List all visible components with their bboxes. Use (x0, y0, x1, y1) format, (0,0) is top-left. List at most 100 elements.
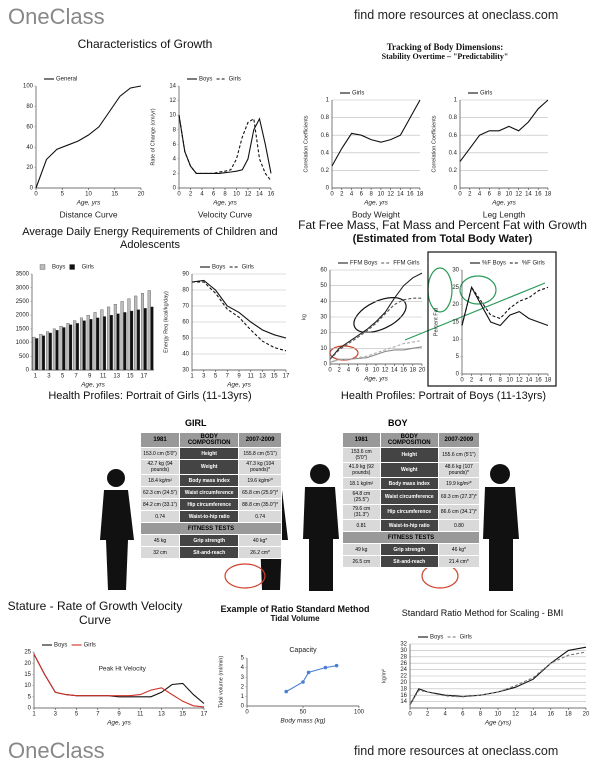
bar (100, 309, 104, 371)
bar (134, 295, 138, 371)
table-row: 62.3 cm (24.5") Waist circumference 65.8 c… (139, 486, 282, 499)
chart: 0 20 40 60 80 100 0 5 10 15 20 General Age, yrs Dista… (23, 77, 145, 220)
link: find more resources at oneclass.com (354, 8, 559, 22)
x-tick-label: 8 (499, 378, 503, 384)
x-tick-label: 9 (237, 374, 241, 380)
y-tick-label: 5 (456, 354, 460, 360)
bar (69, 324, 73, 371)
caption: Velocity Curve (198, 209, 253, 219)
y-tick-label: 60 (320, 268, 327, 274)
table-row: 0.81 Waist-to-hip ratio 0.80 (342, 519, 481, 532)
x-tick-label: 13 (259, 374, 266, 380)
y-tick-label: 0 (26, 368, 30, 374)
x-tick-label: 20 (583, 712, 590, 718)
bar (75, 323, 79, 371)
bar (39, 334, 43, 371)
y-axis-label: Tidal volume (ml/min) (218, 656, 224, 709)
x-tick-label: 9 (88, 374, 92, 380)
x-tick-label: 0 (458, 192, 462, 198)
y-tick-label: 25 (452, 285, 459, 291)
legend-label: Girls (242, 265, 254, 271)
x-tick-label: 3 (47, 374, 51, 380)
legend-label: FFM Girls (393, 261, 419, 267)
y-tick-label: 500 (19, 354, 30, 360)
y-tick-label: 5 (241, 656, 245, 662)
x-axis-label: Age, yrs (491, 200, 517, 207)
x-tick-label: 0 (177, 192, 181, 198)
x-tick-label: 12 (245, 192, 252, 198)
table-cell: 65.8 cm (25.9")* (238, 486, 282, 499)
title-text: Average Daily Energy Requirements of Chi… (22, 226, 278, 251)
y-tick-label: 30 (452, 268, 459, 274)
y-tick-label: 0.4 (449, 150, 458, 156)
x-tick-label: 10 (85, 192, 92, 198)
y-tick-label: 24 (400, 667, 407, 673)
y-tick-label: 2 (173, 171, 177, 177)
x-axis-label: Age, yrs (363, 200, 389, 207)
y-tick-label: 0 (326, 186, 330, 192)
bar (62, 327, 66, 371)
x-tick-label: 8 (479, 712, 483, 718)
y-tick-label: 40 (320, 299, 327, 305)
table-cell: 40 kg* (238, 534, 282, 547)
table-row: 0.74 Waist-to-hip ratio 0.74 (139, 510, 282, 523)
y-tick-label: 0.8 (321, 115, 330, 121)
x-tick-label: 0 (460, 378, 464, 384)
title-text: Health Profiles: Portrait of Girls (11-1… (48, 390, 252, 402)
link: find more resources at oneclass.com (354, 744, 559, 758)
y-tick-label: 30 (400, 648, 407, 654)
x-tick-label: 16 (268, 192, 275, 198)
x-axis-label: Age (yrs) (484, 720, 511, 727)
y-tick-label: 30 (182, 368, 189, 374)
table-cell: 26.5 cm (342, 555, 381, 568)
y-tick-label: 0.2 (321, 168, 330, 174)
legend-label: Boys (430, 635, 443, 641)
x-tick-label: 4 (479, 378, 483, 384)
header-cell: 2007-2009 (437, 432, 481, 448)
x-tick-label: 8 (369, 192, 373, 198)
profile-label: BOY (388, 418, 408, 428)
y-tick-label: 60 (26, 124, 33, 130)
y-tick-label: 20 (452, 302, 459, 308)
table-cell: 41.9 kg (92 pounds) (342, 462, 381, 478)
x-tick-label: 12 (512, 712, 519, 718)
x-tick-label: 4 (347, 368, 351, 374)
x-tick-label: 12 (516, 378, 523, 384)
x-tick-label: 7 (226, 374, 230, 380)
x-tick-label: 14 (526, 378, 533, 384)
x-tick-label: 5 (75, 712, 79, 718)
x-tick-label: 0 (408, 712, 412, 718)
table-cell: 62.3 cm (24.5") (139, 486, 181, 499)
table-cell: 69.3 cm (27.3")* (437, 489, 481, 505)
x-tick-label: 16 (407, 192, 414, 198)
table-row: 18.1 kg/m² Body mass index 19.9 kg/m²* (342, 477, 481, 490)
x-axis-label: Age, yrs (226, 382, 252, 389)
bar (93, 312, 97, 371)
x-tick-label: 2 (470, 378, 474, 384)
y-axis-label: Correlation Coefficients (303, 115, 309, 172)
y-tick-label: 100 (23, 84, 34, 90)
x-tick-label: 9 (117, 712, 121, 718)
y-tick-label: 0 (28, 706, 32, 712)
table-row: 49 kg Grip strength 46 kg* (342, 543, 481, 556)
y-tick-label: 20 (24, 661, 31, 667)
series-line (178, 115, 272, 174)
x-tick-label: 8 (223, 192, 227, 198)
point (323, 665, 328, 670)
table-cell: 26.2 cm* (238, 546, 282, 559)
y-tick-label: 4 (173, 156, 177, 162)
x-tick-label: 14 (256, 192, 263, 198)
y-tick-label: 28 (400, 654, 407, 660)
table-header: FITNESS TESTS (342, 531, 480, 544)
table-cell: 79.6 cm (31.3") (342, 504, 381, 520)
profile-table: 1981 BODY COMPOSITION 2007-2009 153.0 cm (5… (139, 432, 282, 559)
table-cell: 153.0 cm (5'0") (139, 447, 181, 460)
x-tick-label: 6 (488, 192, 492, 198)
bar (86, 314, 90, 371)
y-tick-label: 10 (320, 346, 327, 352)
y-axis-label: Correlation Coefficients (431, 115, 437, 172)
x-tick-label: 12 (387, 192, 394, 198)
y-tick-label: 50 (182, 336, 189, 342)
table-cell: Body mass index (179, 474, 240, 487)
